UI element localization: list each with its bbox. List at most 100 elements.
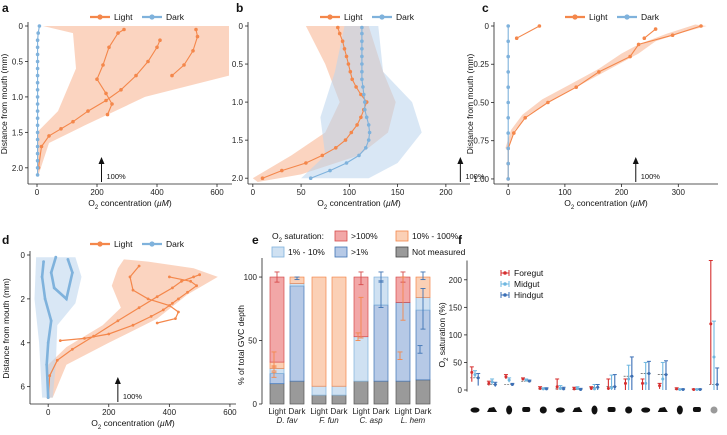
x-tick-label: 400 — [163, 408, 177, 417]
light-data-point — [349, 130, 354, 135]
organism-silhouette-icon — [710, 406, 718, 414]
foregut-point — [658, 384, 662, 388]
bar-segment — [311, 394, 327, 405]
annotation-100-label: 100% — [107, 172, 127, 181]
y-tick-label: 0.5 — [232, 60, 244, 69]
legend-dark-label: Dark — [641, 12, 660, 22]
light-data-point — [336, 25, 340, 30]
light-data-point — [177, 297, 180, 301]
light-data-point — [137, 306, 141, 310]
legend-item-label: >100% — [351, 231, 378, 241]
y-axis-title: Distance from mouth (mm) — [0, 54, 9, 155]
light-data-point — [131, 288, 135, 292]
light-profile-line-0 — [516, 25, 540, 39]
y-tick-label: 4 — [21, 339, 26, 348]
legend-title-sub: 2 — [279, 238, 283, 244]
light-data-point — [86, 109, 90, 113]
light-data-point — [359, 92, 363, 97]
legend-dark-label: Dark — [166, 239, 185, 249]
y-tick-label: 0.25 — [473, 60, 489, 69]
dark-data-point — [506, 85, 511, 89]
light-profile-line-2 — [507, 25, 702, 179]
light-data-point — [158, 38, 162, 42]
panel-letter-a: a — [2, 1, 9, 15]
light-ci-band — [505, 24, 707, 149]
legend-item-label: 1% - 10% — [288, 247, 325, 257]
light-data-point — [71, 347, 74, 351]
x-axis-title-end: ) — [645, 198, 648, 208]
dark-data-point — [35, 73, 40, 78]
bar-segment — [331, 394, 347, 405]
dark-data-point — [35, 109, 40, 113]
dark-data-point — [366, 123, 371, 127]
light-data-point — [116, 319, 120, 323]
y-tick-label: 0 — [458, 386, 463, 395]
legend-dark-marker — [624, 14, 630, 20]
dark-data-point — [506, 116, 511, 120]
x-axis-title-unit: µM — [386, 198, 399, 208]
y-tick-label: 0 — [239, 22, 244, 31]
light-data-point — [107, 45, 111, 50]
legend-dark-marker — [149, 14, 155, 20]
x-axis-title: O2 concentration (µM) — [564, 198, 648, 211]
bar-segment — [289, 283, 305, 287]
foregut-point — [521, 377, 525, 381]
light-data-point — [180, 279, 183, 283]
x-tick-label: 100 — [558, 188, 572, 197]
light-data-point — [189, 279, 193, 283]
light-data-point — [110, 102, 114, 106]
x-tick-label: 200 — [615, 188, 629, 197]
dark-data-point — [357, 153, 361, 158]
x-tick-label: 600 — [223, 408, 237, 417]
midgut-point — [575, 386, 579, 390]
x-axis-title-mid: concentration ( — [327, 198, 386, 208]
x-axis-title-sub: 2 — [571, 205, 575, 211]
light-data-point — [350, 77, 355, 82]
light-data-point — [155, 45, 159, 50]
light-data-point — [355, 123, 359, 127]
light-data-point — [131, 323, 135, 327]
x-axis-title-end: ) — [398, 198, 401, 208]
midgut-point — [678, 387, 682, 391]
light-data-point — [161, 308, 165, 312]
organism-silhouette-icon — [657, 407, 668, 412]
bar-segment — [269, 276, 285, 363]
dark-data-point — [35, 88, 40, 92]
annotation-100-label: 100% — [465, 172, 485, 181]
light-data-point — [636, 42, 641, 47]
dark-data-point — [362, 92, 366, 97]
dark-data-point — [328, 168, 332, 173]
hindgut-point — [664, 373, 668, 377]
dark-data-point — [54, 255, 58, 259]
light-data-point — [195, 284, 199, 288]
organism-silhouette-icon — [676, 405, 683, 415]
dark-data-point — [35, 52, 40, 57]
light-data-point — [101, 63, 105, 67]
organism-silhouette-icon — [692, 407, 701, 412]
light-data-point — [359, 115, 363, 120]
dark-data-point — [344, 161, 349, 165]
light-data-point — [514, 36, 519, 40]
dark-data-point — [506, 54, 511, 59]
bar-segment — [395, 380, 411, 405]
y-tick-label: 100 — [449, 331, 463, 340]
light-data-point — [320, 153, 325, 158]
x-axis-title-unit: µM — [160, 418, 173, 428]
legend-swatch — [334, 246, 348, 258]
y-axis-title: % of total GVC depth — [236, 305, 246, 385]
y-axis-title-o: O — [437, 361, 447, 368]
hindgut-point — [562, 387, 566, 391]
y-tick-label: 1.0 — [232, 98, 244, 107]
y-tick-label: 200 — [449, 276, 463, 285]
midgut-point — [507, 378, 511, 382]
dark-data-point — [363, 100, 367, 104]
panel-letter-f: f — [458, 233, 463, 247]
hindgut-point — [613, 385, 617, 389]
bar-segment — [289, 380, 305, 405]
light-data-point — [134, 73, 138, 78]
dark-profile-line-1 — [49, 256, 74, 302]
bar-category-label: Light — [268, 407, 286, 416]
panel-letter-d: d — [2, 233, 9, 247]
